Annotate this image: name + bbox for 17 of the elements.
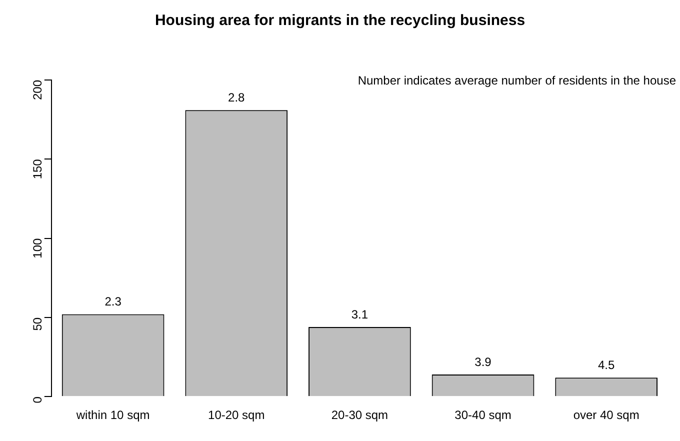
- chart-title: Housing area for migrants in the recycling business: [154, 12, 526, 29]
- annotation: Number indicates average number of residents in the house: [358, 73, 676, 88]
- annotation: 3.1: [351, 307, 368, 322]
- y-tick-label: 50: [30, 317, 45, 331]
- annotation: 2.8: [228, 90, 246, 104]
- x-tick-label: 10-20 sqm: [208, 408, 265, 422]
- annotation: 3.9: [474, 354, 492, 369]
- y-tick-label: 150: [30, 158, 45, 180]
- annotation: 2.3: [104, 294, 122, 309]
- y-tick-label: 100: [30, 238, 45, 258]
- y-tick-label: 0: [30, 396, 45, 404]
- x-tick-label: within 10 sqm: [75, 408, 150, 422]
- x-tick-label: 20-30 sqm: [331, 408, 388, 422]
- annotation: 4.5: [598, 358, 616, 372]
- x-tick-label: over 40 sqm: [573, 408, 640, 422]
- x-tick-label: 30-40 sqm: [454, 408, 512, 422]
- y-tick-label: 200: [30, 80, 45, 100]
